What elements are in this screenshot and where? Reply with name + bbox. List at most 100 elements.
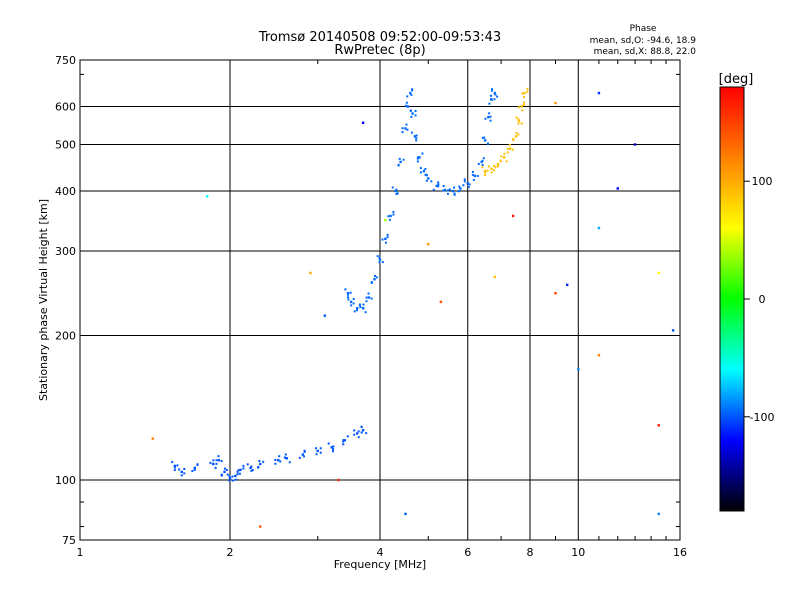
colorbar-tick-label: 0 (759, 293, 766, 306)
colorbar-label: [deg] (719, 72, 754, 87)
data-point (472, 178, 475, 181)
data-point (236, 473, 239, 476)
data-point (180, 470, 183, 474)
data-point (350, 304, 353, 307)
data-point (384, 237, 387, 241)
data-point (508, 143, 511, 146)
x-tick-label: 6 (464, 546, 471, 559)
data-point (183, 467, 186, 470)
data-point (425, 173, 428, 176)
data-point (577, 368, 580, 371)
data-point (173, 464, 177, 468)
data-point (477, 162, 480, 165)
data-point (466, 182, 469, 185)
data-point (462, 184, 465, 187)
data-point (332, 445, 335, 448)
data-point (360, 431, 363, 434)
data-point (427, 177, 430, 180)
grid-lines (79, 59, 681, 541)
data-point (437, 181, 440, 184)
data-point (381, 261, 384, 264)
data-point (364, 311, 367, 314)
data-point (223, 470, 226, 474)
data-point (448, 188, 451, 191)
data-point (301, 453, 305, 456)
y-tick-label: 600 (55, 101, 76, 114)
data-point (511, 214, 515, 218)
data-point (409, 91, 412, 95)
data-point (496, 95, 499, 98)
data-point (378, 258, 382, 261)
data-point (259, 525, 262, 528)
data-point (314, 447, 317, 450)
data-point (316, 449, 319, 453)
x-tick-label: 10 (571, 546, 585, 559)
data-point (457, 190, 460, 193)
data-point (491, 89, 494, 92)
y-tick-label: 750 (55, 54, 76, 67)
data-point (657, 512, 660, 516)
data-point (415, 139, 418, 142)
data-point (554, 292, 557, 295)
data-point (468, 183, 471, 186)
data-point (362, 307, 365, 310)
data-point (597, 353, 601, 357)
data-point (424, 173, 427, 176)
data-point (404, 104, 407, 107)
data-point (417, 156, 420, 159)
data-point (414, 109, 417, 112)
data-point (401, 131, 404, 134)
data-point (491, 88, 494, 91)
data-point (365, 296, 368, 299)
data-point (315, 453, 318, 456)
data-point (180, 474, 183, 477)
data-point (484, 171, 487, 174)
data-point (357, 430, 360, 433)
data-point (288, 461, 291, 464)
data-point (389, 214, 392, 218)
data-point (486, 142, 489, 145)
data-point (512, 138, 515, 141)
data-point (171, 461, 174, 464)
data-point (473, 174, 477, 178)
data-point (234, 474, 237, 478)
data-point (496, 162, 500, 166)
x-axis-label: Frequency [MHz] (334, 558, 426, 571)
data-point (411, 88, 414, 91)
stats-o-mode: mean, sd,O: -94.6, 18.9 (590, 36, 697, 46)
data-point (373, 278, 376, 281)
data-point (490, 171, 493, 174)
data-point (215, 462, 218, 465)
data-point (381, 238, 384, 241)
data-point (373, 275, 376, 278)
data-point (494, 93, 497, 96)
data-point (365, 432, 368, 435)
data-point (458, 185, 461, 188)
data-point (424, 168, 427, 171)
data-point (409, 109, 412, 112)
data-point (402, 158, 405, 161)
data-point (205, 195, 209, 198)
data-point (303, 450, 306, 453)
data-point (410, 131, 413, 134)
data-point (209, 461, 212, 464)
data-point (486, 169, 489, 172)
data-point (515, 132, 518, 135)
data-point (425, 179, 428, 182)
data-point (234, 478, 237, 481)
x-tick-label: 16 (673, 546, 687, 559)
data-point (191, 470, 194, 473)
data-point (349, 300, 353, 304)
data-point (386, 236, 389, 239)
data-point (484, 174, 487, 177)
data-point (411, 112, 414, 115)
data-point (251, 469, 254, 472)
y-axis-ticks: 75 100 200 300 400 500 600 750 (55, 54, 680, 547)
data-point (414, 114, 417, 117)
data-point (481, 166, 484, 169)
data-point (522, 103, 525, 106)
data-point (554, 101, 557, 105)
data-point (237, 469, 240, 472)
data-point (488, 112, 491, 115)
data-point (451, 189, 455, 193)
